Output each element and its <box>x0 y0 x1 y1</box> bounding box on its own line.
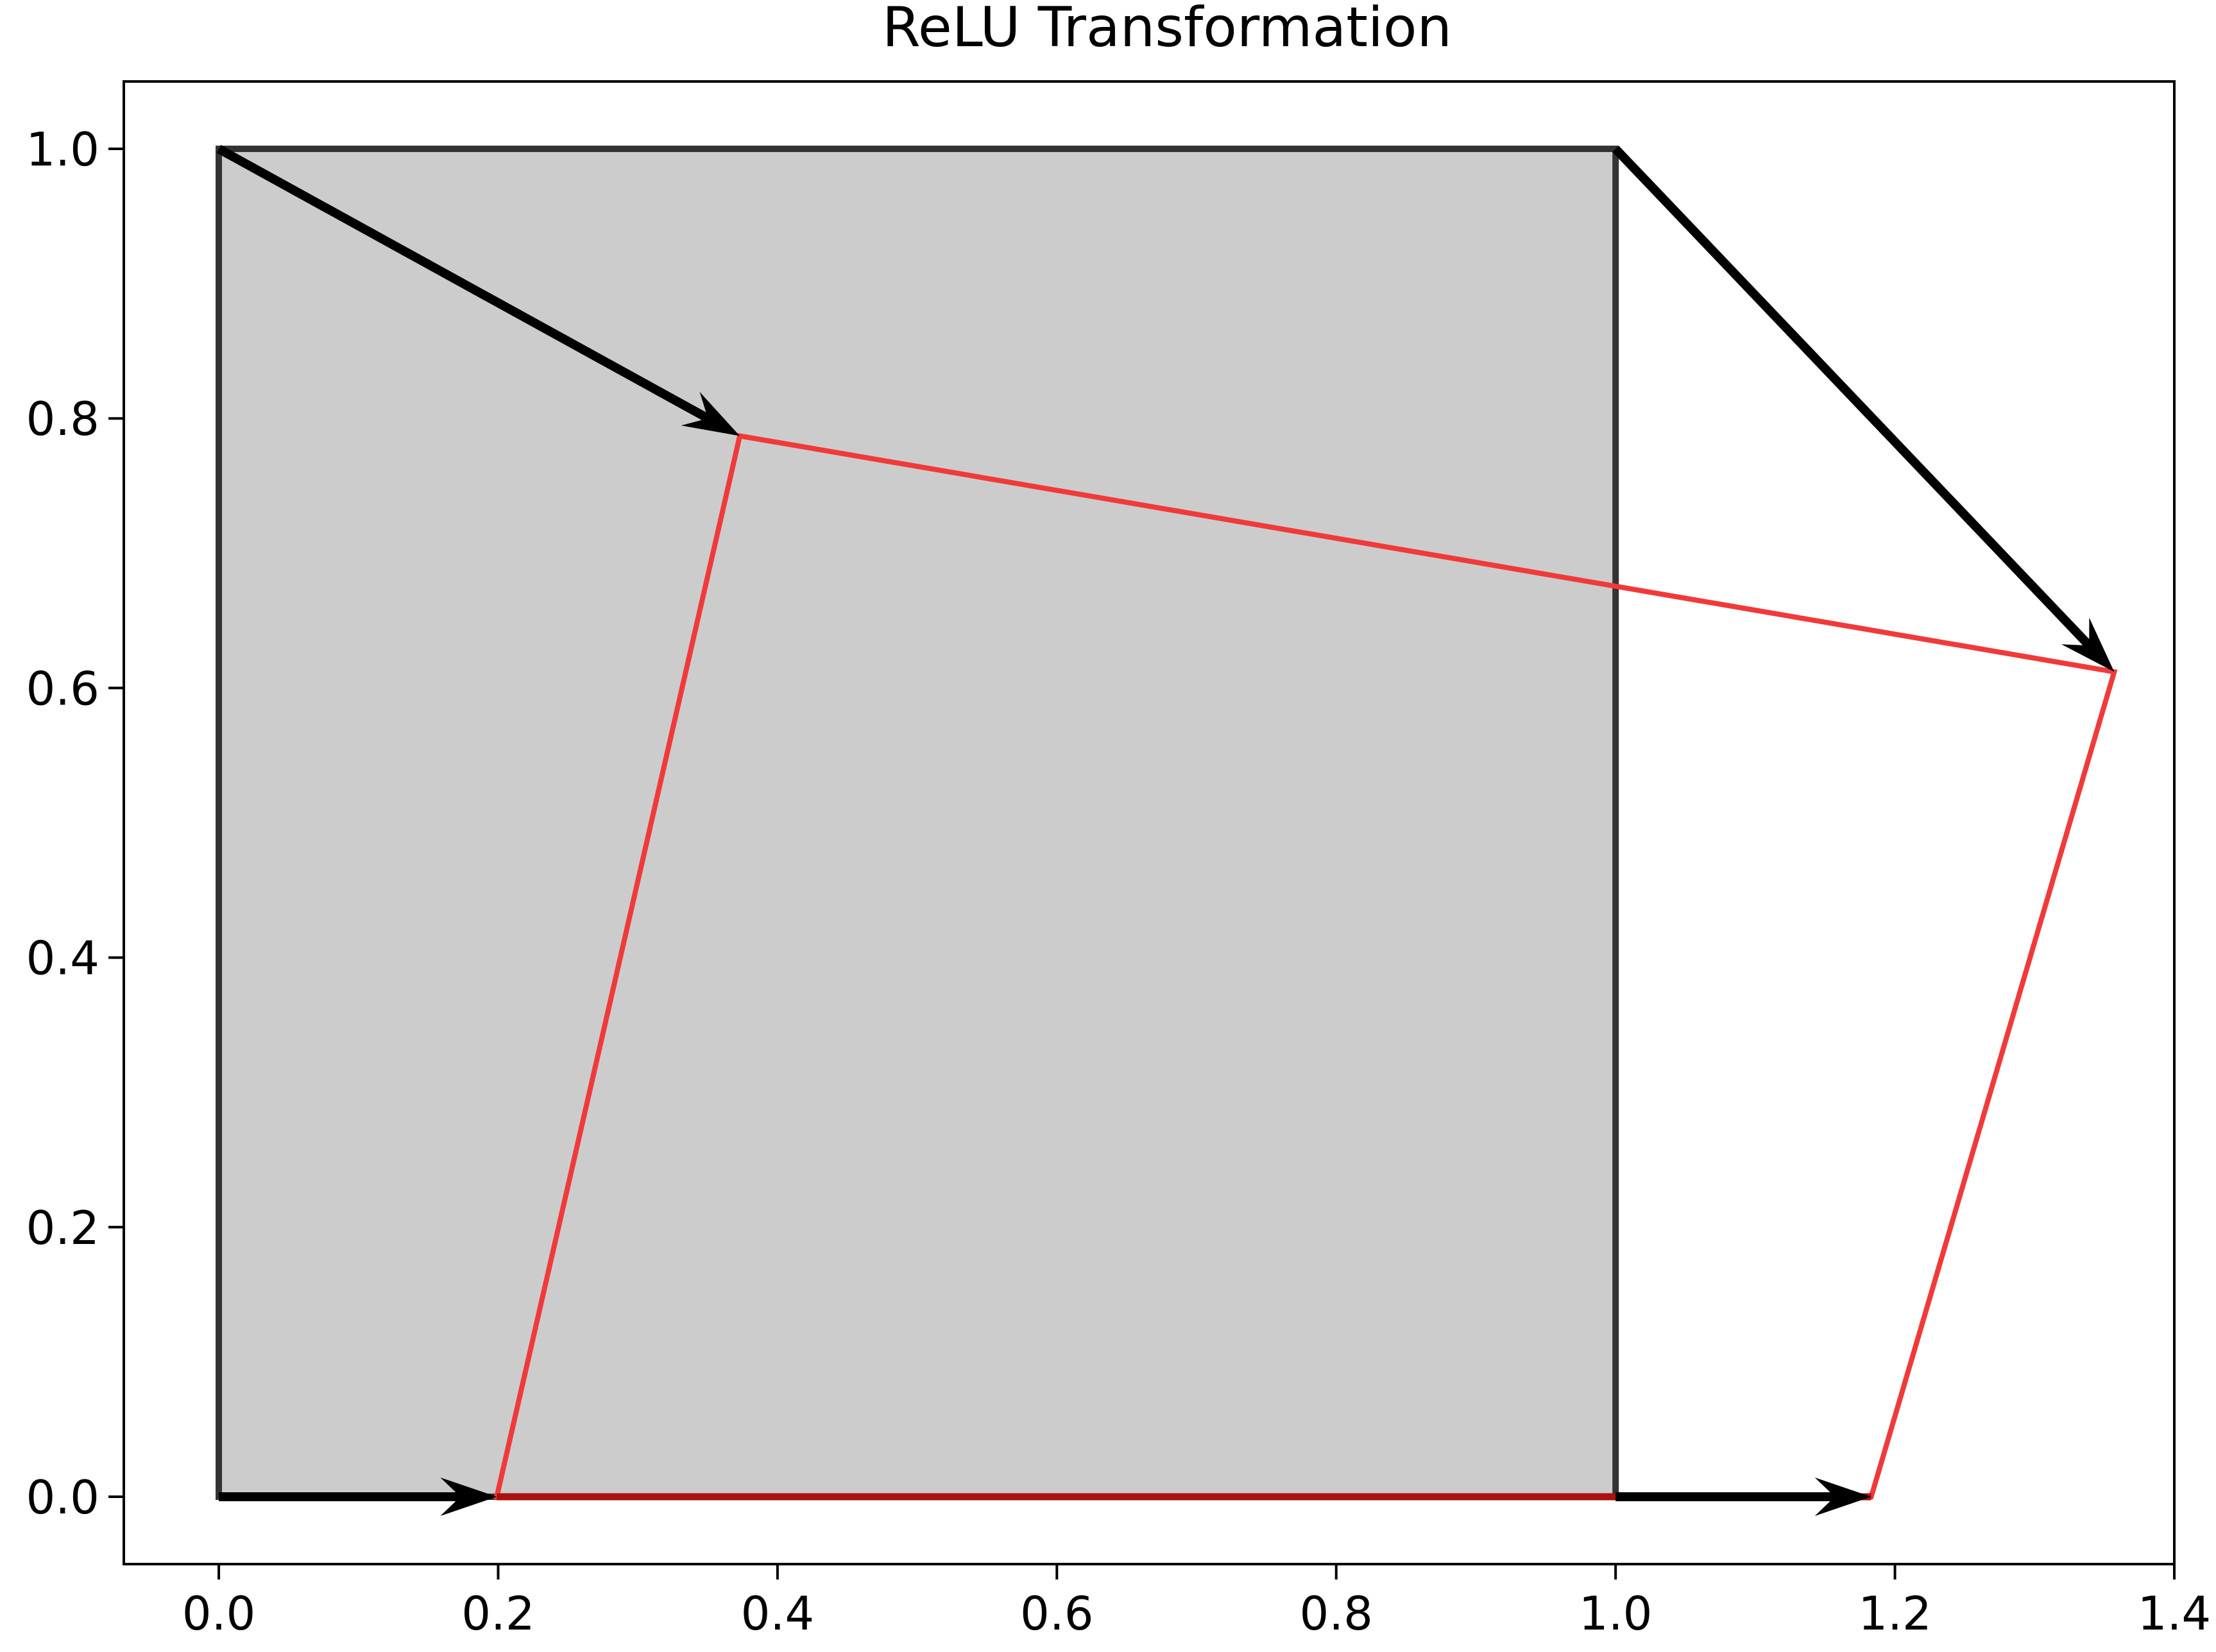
x-tick-label: 1.2 <box>1858 1587 1932 1640</box>
y-axis: 0.0 0.2 0.4 0.6 0.8 1.0 <box>26 123 124 1524</box>
y-tick-label: 1.0 <box>26 123 99 176</box>
x-tick-label: 0.4 <box>741 1587 815 1640</box>
arrow-shape <box>216 144 740 436</box>
transform-arrow-3 <box>1612 146 2115 672</box>
y-tick-label: 0.0 <box>26 1470 99 1524</box>
x-tick-label: 1.0 <box>1579 1587 1653 1640</box>
chart-title: ReLU Transformation <box>882 0 1452 60</box>
transform-arrow-2 <box>1615 1477 1871 1516</box>
y-tick-label: 0.8 <box>26 392 99 446</box>
y-tick-label: 0.6 <box>26 661 99 715</box>
y-tick-label: 0.4 <box>26 932 99 985</box>
axes-frame <box>123 80 2176 1565</box>
arrow-shape <box>1615 1477 1871 1516</box>
transform-arrow-4 <box>216 144 740 436</box>
plot-area <box>216 144 2118 1516</box>
arrow-shape <box>1612 146 2115 672</box>
x-tick-label: 0.8 <box>1299 1587 1373 1640</box>
transform-arrow-1 <box>219 1477 497 1516</box>
x-axis: 0.0 0.2 0.4 0.6 0.8 1.0 1.2 1.4 <box>182 1564 2211 1640</box>
y-tick-label: 0.2 <box>26 1201 99 1255</box>
x-tick-label: 0.6 <box>1020 1587 1094 1640</box>
x-tick-label: 0.0 <box>182 1587 256 1640</box>
x-tick-label: 1.4 <box>2138 1587 2212 1640</box>
x-tick-label: 0.2 <box>461 1587 535 1640</box>
original-unit-square <box>216 146 1619 1500</box>
arrow-shape <box>219 1477 497 1516</box>
